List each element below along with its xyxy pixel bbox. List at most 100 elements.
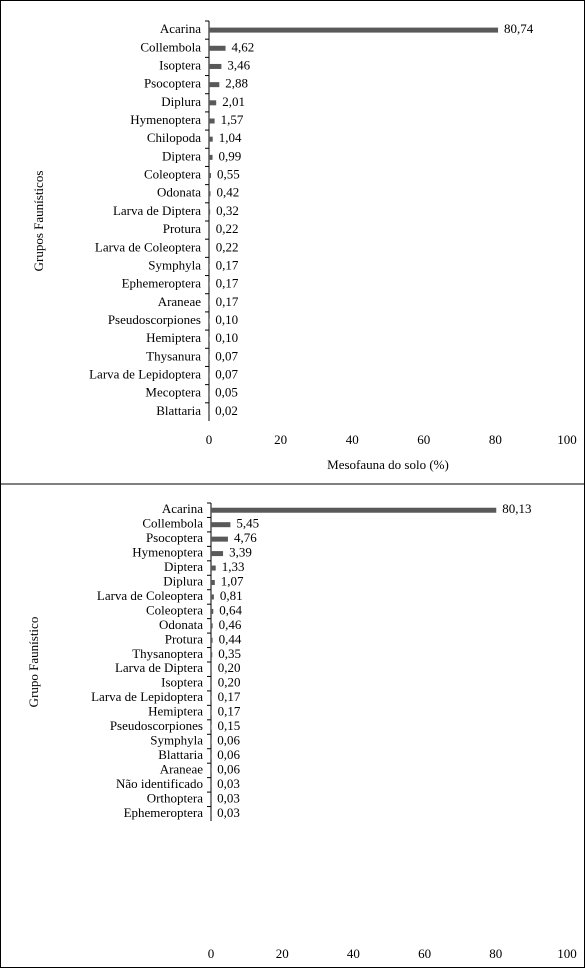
y-tick-label: Symphyla xyxy=(150,732,203,747)
value-label: 0,20 xyxy=(218,675,241,690)
value-label: 0,32 xyxy=(216,203,239,218)
value-label: 3,39 xyxy=(229,545,252,560)
bar xyxy=(211,623,213,629)
value-label: 0,10 xyxy=(215,330,238,345)
value-label: 0,35 xyxy=(218,646,241,661)
y-tick-label: Acarina xyxy=(160,21,201,36)
value-label: 0,10 xyxy=(215,312,238,327)
bar xyxy=(209,263,210,269)
bar xyxy=(209,154,213,160)
x-tick-label: 40 xyxy=(347,946,360,961)
value-label: 0,06 xyxy=(217,747,240,762)
y-tick-label: Isoptera xyxy=(161,675,203,690)
y-tick-label: Collembola xyxy=(142,516,203,531)
value-label: 1,33 xyxy=(222,559,245,574)
x-tick-label: 60 xyxy=(418,946,431,961)
y-tick-label: Larva de Lepidoptera xyxy=(89,367,201,382)
y-tick-label: Isoptera xyxy=(159,57,201,72)
value-label: 0,20 xyxy=(218,660,241,675)
y-tick-label: Orthoptera xyxy=(147,790,204,805)
value-label: 0,55 xyxy=(217,167,240,182)
bar xyxy=(211,507,497,513)
value-label: 2,01 xyxy=(222,94,245,109)
value-label: 0,06 xyxy=(217,732,240,747)
bar xyxy=(211,522,231,528)
x-tick-label: 0 xyxy=(206,432,213,447)
y-tick-label: Larva de Coleoptera xyxy=(97,588,203,603)
bar xyxy=(211,608,214,614)
y-tick-label: Hymenoptera xyxy=(132,545,203,560)
value-label: 1,57 xyxy=(221,112,244,127)
y-tick-label: Araneae xyxy=(160,761,204,776)
bar xyxy=(209,45,226,51)
x-tick-label: 80 xyxy=(489,946,502,961)
bar xyxy=(211,580,215,585)
value-label: 0,22 xyxy=(216,221,239,236)
y-tick-label: Collembola xyxy=(140,39,201,54)
bar xyxy=(211,652,213,658)
y-tick-label: Chilopoda xyxy=(147,130,201,145)
y-tick-label: Hemiptera xyxy=(148,704,203,719)
value-label: 1,07 xyxy=(221,573,244,588)
value-label: 0,07 xyxy=(215,367,238,382)
bar xyxy=(211,565,216,571)
bar xyxy=(209,300,210,306)
x-axis-label: Mesofauna do solo (%) xyxy=(327,457,449,472)
value-label: 0,06 xyxy=(217,761,240,776)
bar xyxy=(209,209,211,215)
y-tick-label: Psocoptera xyxy=(146,530,203,545)
y-tick-label: Coleoptera xyxy=(144,167,201,182)
x-tick-label: 20 xyxy=(274,432,287,447)
x-tick-label: 20 xyxy=(276,946,289,961)
y-tick-label: Coleoptera xyxy=(146,602,203,617)
value-label: 0,81 xyxy=(220,588,243,603)
y-tick-label: Protura xyxy=(163,221,202,236)
y-tick-label: Psocoptera xyxy=(144,76,201,91)
y-tick-label: Hemiptera xyxy=(146,330,201,345)
value-label: 0,07 xyxy=(215,348,238,363)
value-label: 0,02 xyxy=(215,403,238,418)
x-tick-label: 80 xyxy=(489,432,502,447)
value-label: 0,17 xyxy=(216,276,239,291)
value-label: 80,74 xyxy=(504,21,534,36)
bar xyxy=(211,536,228,542)
bar xyxy=(211,681,212,687)
y-axis-label: Grupos Faunísticos xyxy=(31,171,46,272)
value-label: 0,15 xyxy=(218,718,241,733)
y-tick-label: Diptera xyxy=(164,559,203,574)
bar xyxy=(211,695,212,701)
bar xyxy=(209,173,211,179)
value-label: 0,05 xyxy=(215,385,238,400)
value-label: 0,17 xyxy=(216,257,239,272)
bar xyxy=(211,710,212,716)
value-label: 0,03 xyxy=(217,776,240,791)
y-tick-label: Larva de Lepidoptera xyxy=(91,689,203,704)
bar xyxy=(211,724,212,730)
x-tick-label: 0 xyxy=(208,946,215,961)
bar xyxy=(209,63,222,69)
y-tick-label: Mecoptera xyxy=(145,385,201,400)
value-label: 0,46 xyxy=(219,617,242,632)
y-tick-label: Odonata xyxy=(159,617,203,632)
bar xyxy=(209,227,210,233)
y-tick-label: Araneae xyxy=(158,294,202,309)
y-tick-label: Diplura xyxy=(163,573,203,588)
value-label: 0,42 xyxy=(217,185,240,200)
y-tick-label: Blattaria xyxy=(156,403,201,418)
y-tick-label: Symphyla xyxy=(148,257,201,272)
y-tick-label: Ephemeroptera xyxy=(122,276,202,291)
value-label: 0,44 xyxy=(219,631,242,646)
y-tick-label: Thysanura xyxy=(146,348,201,363)
bar xyxy=(209,82,220,88)
y-axis-label: Grupo Faunístico xyxy=(26,617,41,708)
y-tick-label: Ephemeroptera xyxy=(124,805,204,820)
value-label: 0,22 xyxy=(216,239,239,254)
x-tick-label: 100 xyxy=(557,946,577,961)
value-label: 0,99 xyxy=(219,148,242,163)
x-tick-label: 100 xyxy=(557,432,577,447)
y-tick-label: Odonata xyxy=(157,185,201,200)
value-label: 4,76 xyxy=(234,530,257,545)
y-tick-label: Acarina xyxy=(162,501,203,516)
bar xyxy=(209,245,210,251)
